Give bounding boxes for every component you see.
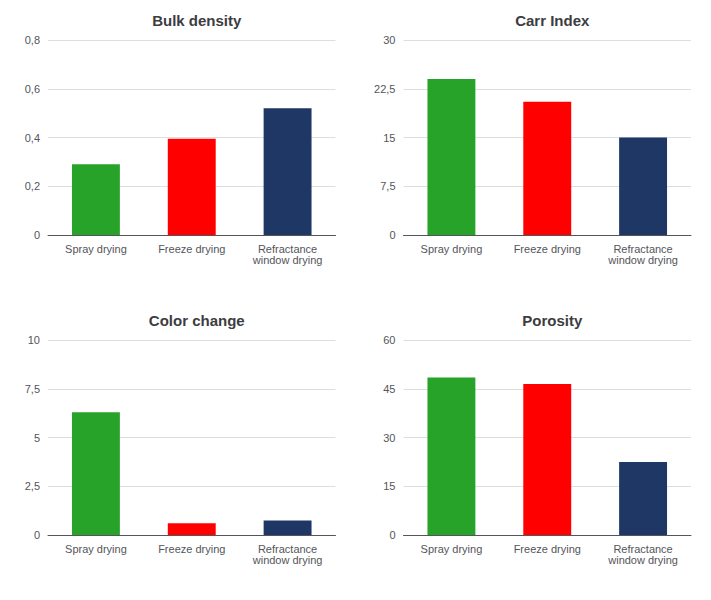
svg-text:15: 15	[383, 132, 395, 144]
svg-text:22,5: 22,5	[374, 83, 395, 95]
svg-text:window drying: window drying	[607, 254, 678, 266]
svg-text:0: 0	[389, 529, 395, 541]
svg-text:0: 0	[34, 229, 40, 241]
svg-text:5: 5	[34, 432, 40, 444]
svg-text:Color change: Color change	[149, 312, 245, 329]
svg-text:Freeze drying: Freeze drying	[158, 543, 225, 555]
svg-text:Refractance: Refractance	[613, 542, 673, 555]
svg-text:Freeze drying: Freeze drying	[158, 243, 225, 255]
svg-text:0: 0	[389, 229, 395, 241]
svg-text:Spray drying: Spray drying	[421, 543, 483, 555]
svg-text:45: 45	[383, 383, 395, 395]
svg-text:Refractance: Refractance	[257, 542, 318, 555]
svg-text:Spray drying: Spray drying	[421, 243, 483, 255]
svg-text:60: 60	[383, 334, 395, 346]
svg-text:Refractance: Refractance	[257, 242, 318, 255]
svg-text:0: 0	[34, 529, 40, 541]
svg-text:Porosity: Porosity	[522, 312, 583, 329]
svg-text:15: 15	[383, 480, 395, 492]
svg-text:Carr Index: Carr Index	[515, 12, 590, 29]
svg-text:0,8: 0,8	[25, 34, 40, 46]
svg-text:Spray drying: Spray drying	[65, 243, 127, 255]
svg-text:0,6: 0,6	[25, 83, 40, 95]
svg-text:Bulk density: Bulk density	[152, 12, 242, 29]
svg-text:Freeze drying: Freeze drying	[514, 243, 581, 255]
svg-text:Freeze drying: Freeze drying	[514, 543, 581, 555]
svg-text:0,4: 0,4	[25, 132, 40, 144]
svg-text:Refractance: Refractance	[613, 242, 673, 255]
svg-text:7,5: 7,5	[25, 383, 40, 395]
svg-text:30: 30	[383, 34, 395, 46]
svg-text:window drying: window drying	[252, 554, 323, 566]
svg-text:window drying: window drying	[607, 554, 678, 566]
svg-text:10: 10	[28, 334, 40, 346]
svg-text:2,5: 2,5	[25, 480, 40, 492]
svg-text:7,5: 7,5	[380, 180, 395, 192]
svg-text:Spray drying: Spray drying	[65, 543, 127, 555]
svg-text:0,2: 0,2	[25, 180, 40, 192]
svg-text:window drying: window drying	[252, 254, 323, 266]
svg-text:30: 30	[383, 432, 395, 444]
